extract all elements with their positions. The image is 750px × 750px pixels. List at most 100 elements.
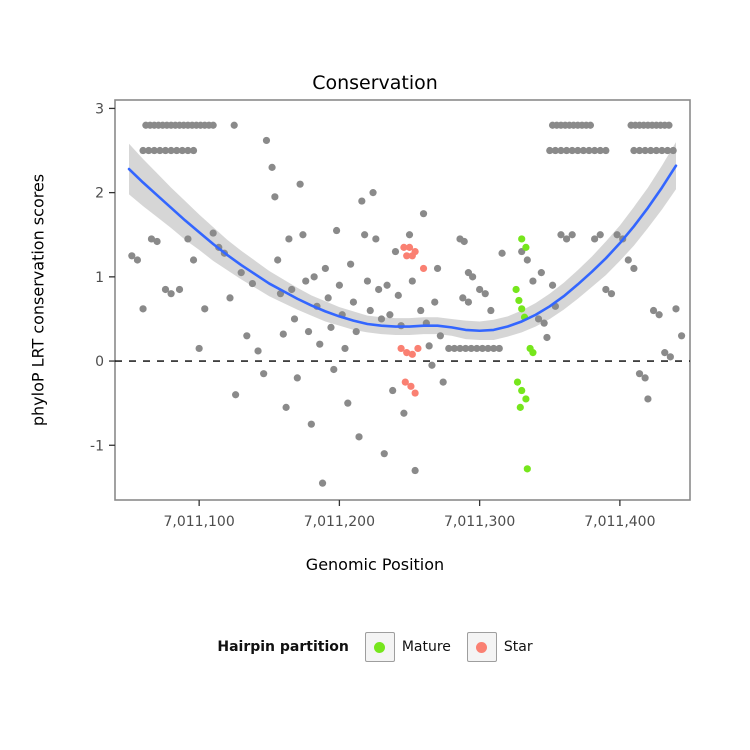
data-point-other [487, 306, 495, 315]
data-point-other [341, 344, 349, 353]
data-point-other [436, 332, 444, 340]
data-point-other [230, 121, 238, 129]
data-point-other [344, 399, 352, 407]
data-point-other [324, 294, 332, 302]
data-point-other [557, 231, 565, 239]
data-point-other [254, 347, 262, 355]
data-point-other [543, 333, 551, 342]
data-point-other [380, 450, 388, 458]
data-point-other [591, 146, 599, 155]
data-point-other [389, 386, 397, 395]
data-point-other [318, 479, 327, 487]
data-point-other [548, 281, 557, 289]
data-point-other [237, 269, 245, 277]
data-point-other [665, 121, 673, 129]
data-point-other [652, 146, 660, 155]
data-point-other [274, 256, 282, 264]
data-point-other [649, 306, 658, 315]
data-point-other [529, 277, 537, 285]
data-point-other [128, 252, 136, 260]
data-point-other [669, 146, 677, 155]
legend-key-star: Star [466, 632, 533, 662]
data-point-star [403, 349, 411, 357]
data-point-star [405, 243, 414, 251]
data-point-other [201, 305, 209, 313]
data-point-other [647, 146, 655, 155]
data-point-other [602, 285, 610, 294]
data-point-star [403, 252, 411, 260]
mature-dot-icon [374, 641, 386, 653]
data-point-other [304, 327, 313, 336]
x-tick-label: 7,011,300 [444, 514, 515, 530]
data-point-other [478, 344, 487, 353]
y-tick-label: 2 [95, 186, 104, 202]
data-point-other [460, 237, 468, 246]
data-point-other [425, 342, 433, 350]
data-point-other [498, 249, 506, 257]
y-tick-label: 0 [95, 354, 104, 370]
data-point-other [133, 256, 142, 264]
data-point-star [414, 344, 422, 353]
data-point-other [431, 298, 439, 306]
data-point-other [586, 121, 595, 129]
data-point-other [153, 237, 161, 246]
data-point-other [450, 344, 458, 353]
data-point-star [407, 382, 415, 390]
y-tick-label: 3 [95, 101, 104, 117]
data-point-other [400, 409, 408, 417]
data-point-other [613, 231, 621, 239]
data-point-other [568, 231, 576, 239]
data-point-other [596, 231, 604, 239]
legend-swatch-box [364, 632, 395, 662]
data-point-other [327, 323, 335, 331]
legend-key-mature: Mature [364, 632, 451, 662]
data-point-other [358, 197, 366, 205]
data-point-other [490, 344, 498, 353]
data-point-mature [522, 243, 530, 251]
data-point-star [401, 378, 409, 386]
star-dot-icon [476, 641, 488, 653]
data-point-other [655, 311, 663, 319]
data-point-other [296, 180, 304, 188]
confidence-ribbon [129, 142, 676, 340]
plot-panel [114, 99, 691, 501]
data-point-other [369, 189, 377, 197]
data-point-other [602, 146, 610, 155]
scatter-plot: 7,011,100 7,011,200 7,011,300 7,011,400 -1 0 1… [90, 99, 691, 530]
data-point-other [408, 277, 416, 285]
data-point-other [156, 146, 164, 155]
data-point-other [279, 330, 287, 338]
legend-label-star: Star [503, 639, 533, 655]
data-point-other [546, 146, 554, 155]
data-point-other [641, 374, 649, 382]
data-point-other [386, 311, 394, 319]
data-point-other [232, 391, 240, 399]
data-point-mature [516, 403, 524, 411]
data-point-other [473, 344, 481, 353]
data-point-other [307, 420, 315, 428]
data-point-other [355, 433, 363, 441]
data-point-other [562, 146, 571, 155]
x-tick-label: 7,011,100 [164, 514, 235, 530]
data-point-other [394, 291, 402, 299]
data-point-other [189, 256, 198, 264]
data-point-other [293, 374, 301, 382]
data-point-other [663, 146, 672, 155]
data-point-star [408, 350, 416, 358]
data-point-other [262, 136, 271, 145]
data-point-other [661, 349, 669, 357]
data-point-mature [513, 378, 522, 386]
data-point-other [178, 146, 186, 155]
data-point-star [411, 389, 419, 397]
data-point-other [372, 235, 380, 243]
data-point-other [145, 146, 153, 155]
data-point-other [484, 344, 492, 353]
data-point-other [248, 279, 257, 288]
data-point-other [523, 256, 531, 264]
data-point-other [260, 370, 268, 378]
data-point-other [534, 315, 543, 323]
data-point-other [557, 146, 565, 155]
data-point-other [150, 146, 158, 155]
data-point-other [467, 344, 475, 353]
data-point-other [476, 285, 484, 294]
